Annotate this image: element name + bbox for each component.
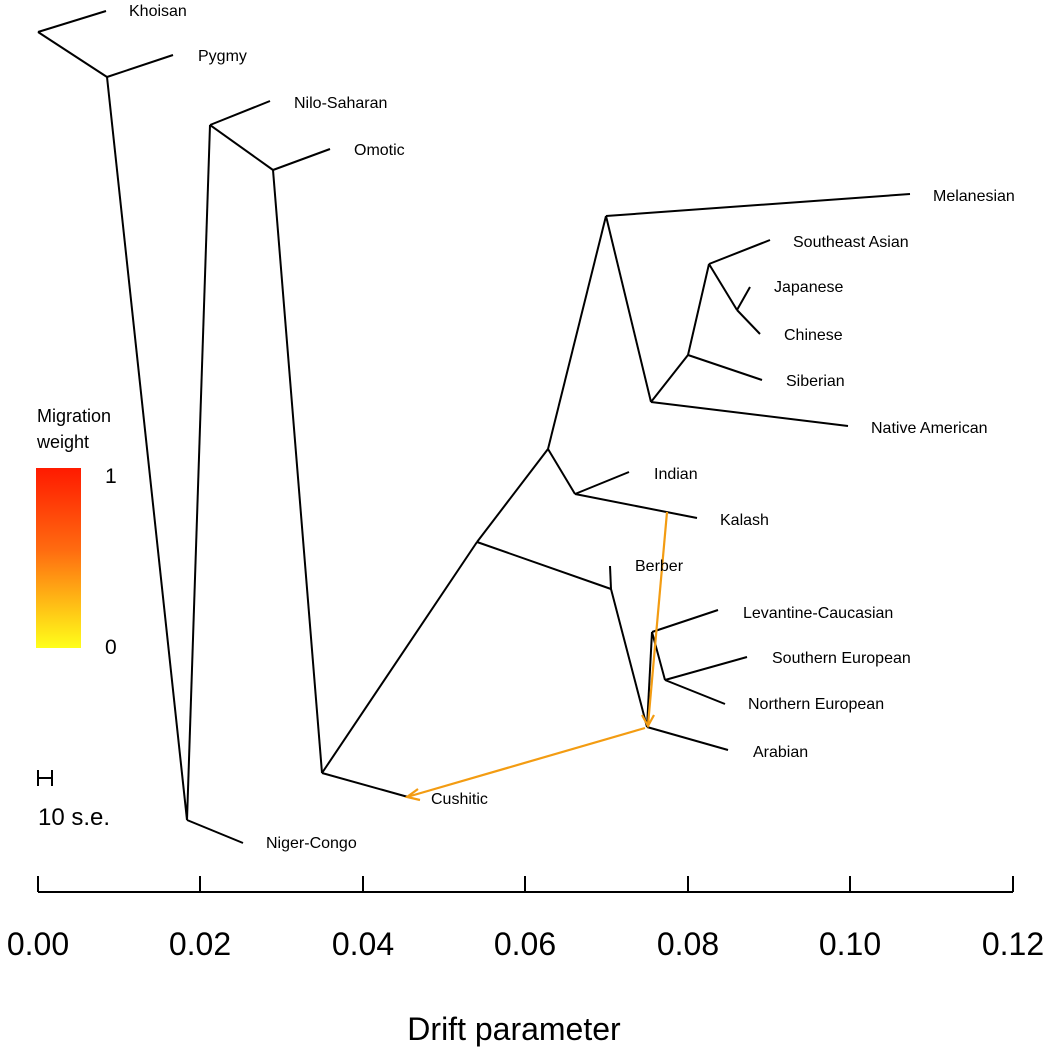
- branch: [37, 10, 107, 33]
- branch: [687, 354, 763, 381]
- branch: [186, 124, 211, 821]
- branch: [736, 286, 751, 311]
- x-axis-title: Drift parameter: [407, 1011, 621, 1047]
- migration-edge-kalash: [646, 511, 669, 726]
- branch: [646, 631, 653, 728]
- branch: [186, 819, 244, 844]
- leaf-label-arabian: Arabian: [753, 744, 808, 761]
- branch: [574, 493, 698, 519]
- branch: [650, 401, 849, 427]
- branch: [646, 726, 729, 751]
- migration-edges: [404, 511, 669, 802]
- branch: [209, 100, 271, 126]
- branch: [321, 541, 478, 774]
- branch: [106, 76, 188, 821]
- branch: [605, 215, 652, 403]
- x-tick-label: 0.02: [169, 926, 231, 962]
- leaf-label-khoisan: Khoisan: [129, 3, 187, 20]
- migration-edge-cushitic: [406, 726, 646, 799]
- leaf-label-siberian: Siberian: [786, 373, 845, 390]
- branch: [664, 679, 726, 705]
- scale-bar: 10 s.e.: [37, 770, 110, 831]
- scale-bar-label: 10 s.e.: [38, 804, 110, 831]
- leaf-label-japanese: Japanese: [774, 279, 843, 296]
- legend-min-label: 0: [105, 636, 117, 659]
- leaf-label-berber: Berber: [635, 558, 684, 575]
- leaf-label-southeast-asian: Southeast Asian: [793, 234, 909, 251]
- branch: [651, 631, 666, 681]
- branch: [736, 309, 761, 335]
- leaf-label-levantine-caucasian: Levantine-Caucasian: [743, 605, 893, 622]
- leaf-label-indian: Indian: [654, 466, 698, 483]
- x-tick-label: 0.00: [7, 926, 69, 962]
- legend: Migration weight 1 0: [36, 406, 117, 659]
- x-tick-label: 0.04: [332, 926, 394, 962]
- leaf-labels: Khoisan Pygmy Nilo-Saharan Omotic Melane…: [129, 3, 1015, 852]
- x-tick-label: 0.10: [819, 926, 881, 962]
- leaf-label-kalash: Kalash: [720, 512, 769, 529]
- branch: [476, 448, 549, 543]
- branch: [37, 31, 108, 78]
- x-tick-label: 0.06: [494, 926, 556, 962]
- leaf-label-omotic: Omotic: [354, 142, 405, 159]
- leaf-label-southern-european: Southern European: [772, 650, 911, 667]
- branch: [272, 148, 331, 171]
- leaf-label-melanesian: Melanesian: [933, 188, 1015, 205]
- branch: [664, 656, 748, 681]
- branch: [708, 239, 771, 265]
- leaf-label-chinese: Chinese: [784, 327, 843, 344]
- branch: [605, 193, 911, 217]
- branch: [574, 471, 630, 495]
- branch: [687, 263, 710, 356]
- branch: [272, 169, 323, 774]
- branch: [209, 124, 274, 171]
- migration-arrowhead: [404, 788, 421, 802]
- branch: [106, 54, 174, 78]
- tree-branches: [37, 10, 911, 844]
- legend-title-line2: weight: [36, 432, 89, 452]
- branch: [547, 215, 607, 450]
- leaf-label-nilo-saharan: Nilo-Saharan: [294, 95, 387, 112]
- branch: [321, 772, 409, 798]
- branch: [476, 541, 612, 590]
- branch: [609, 565, 612, 590]
- migration-arrowhead: [641, 714, 655, 729]
- branch: [610, 588, 648, 728]
- leaf-label-pygmy: Pygmy: [198, 48, 247, 65]
- leaf-label-cushitic: Cushitic: [431, 791, 488, 808]
- leaf-label-native-american: Native American: [871, 420, 988, 437]
- branch: [651, 609, 719, 633]
- branch: [708, 263, 738, 311]
- legend-max-label: 1: [105, 465, 117, 488]
- leaf-label-northern-european: Northern European: [748, 696, 884, 713]
- branch: [547, 448, 576, 495]
- legend-title: Migration: [37, 406, 111, 426]
- x-tick-label: 0.08: [657, 926, 719, 962]
- legend-color-bar: [36, 468, 81, 648]
- x-axis: 0.00 0.02 0.04 0.06 0.08 0.10 0.12 Drift…: [7, 876, 1044, 1047]
- branch: [650, 354, 689, 403]
- leaf-label-niger-congo: Niger-Congo: [266, 835, 357, 852]
- x-tick-label: 0.12: [982, 926, 1044, 962]
